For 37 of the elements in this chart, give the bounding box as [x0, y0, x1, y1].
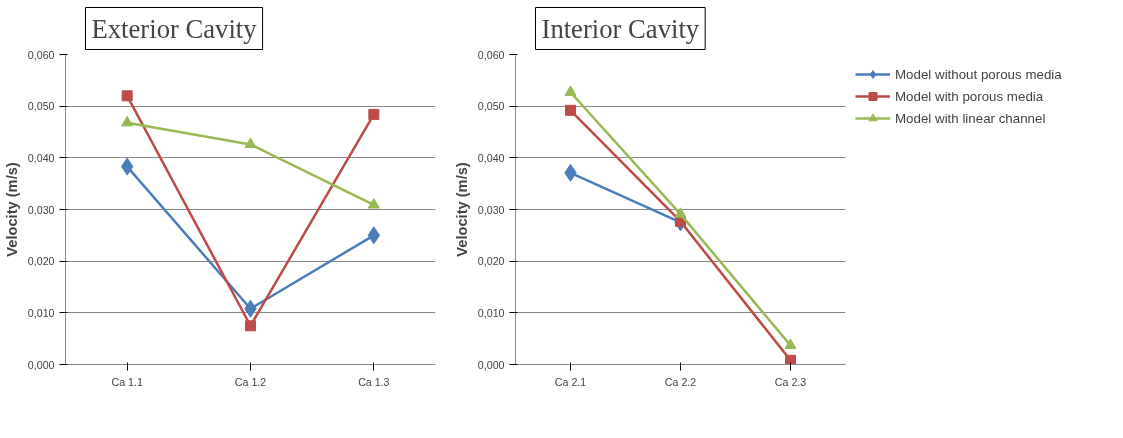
point: [565, 104, 576, 116]
x-tick-label: Ca 1.2: [234, 375, 267, 388]
chart-title: Exterior Cavity: [91, 13, 258, 44]
point: [784, 338, 797, 350]
y-tick-label: 0,020: [477, 255, 505, 268]
x-tick-label: Ca 2.2: [664, 375, 697, 388]
y-tick-label: 0,050: [477, 100, 505, 113]
legend-label: Model with porous media: [895, 88, 1044, 104]
y-tick-label: 0,040: [27, 151, 55, 164]
y-tick-label: 0,030: [27, 203, 55, 216]
y-tick-label: 0,030: [477, 203, 505, 216]
y-tick-label: 0,000: [477, 358, 505, 371]
point: [368, 108, 380, 120]
point: [785, 354, 796, 365]
chart-title: Interior Cavity: [541, 13, 700, 44]
y-axis-title: Velocity (m/s): [453, 162, 470, 257]
point: [245, 320, 256, 332]
y-tick-label: 0,010: [27, 306, 55, 319]
point: [121, 90, 133, 102]
y-tick-label: 0,050: [27, 100, 55, 113]
y-tick-label: 0,020: [27, 255, 55, 268]
y-tick-label: 0,000: [27, 358, 55, 371]
y-tick-label: 0,010: [477, 306, 505, 319]
x-tick-label: Ca 1.1: [111, 375, 143, 388]
point: [121, 115, 134, 127]
x-tick-label: Ca 2.3: [774, 375, 807, 388]
legend-label: Model without porous media: [895, 66, 1062, 82]
legend-label: Model with linear channel: [895, 110, 1046, 126]
point: [564, 85, 577, 96]
y-tick-label: 0,060: [477, 48, 505, 61]
y-axis-title: Velocity (m/s): [3, 162, 20, 257]
x-tick-label: Ca 1.3: [358, 375, 390, 388]
y-tick-label: 0,060: [27, 48, 55, 61]
x-tick-label: Ca 2.1: [554, 375, 587, 388]
y-tick-label: 0,040: [477, 151, 505, 164]
point: [244, 137, 257, 149]
point: [367, 198, 380, 209]
